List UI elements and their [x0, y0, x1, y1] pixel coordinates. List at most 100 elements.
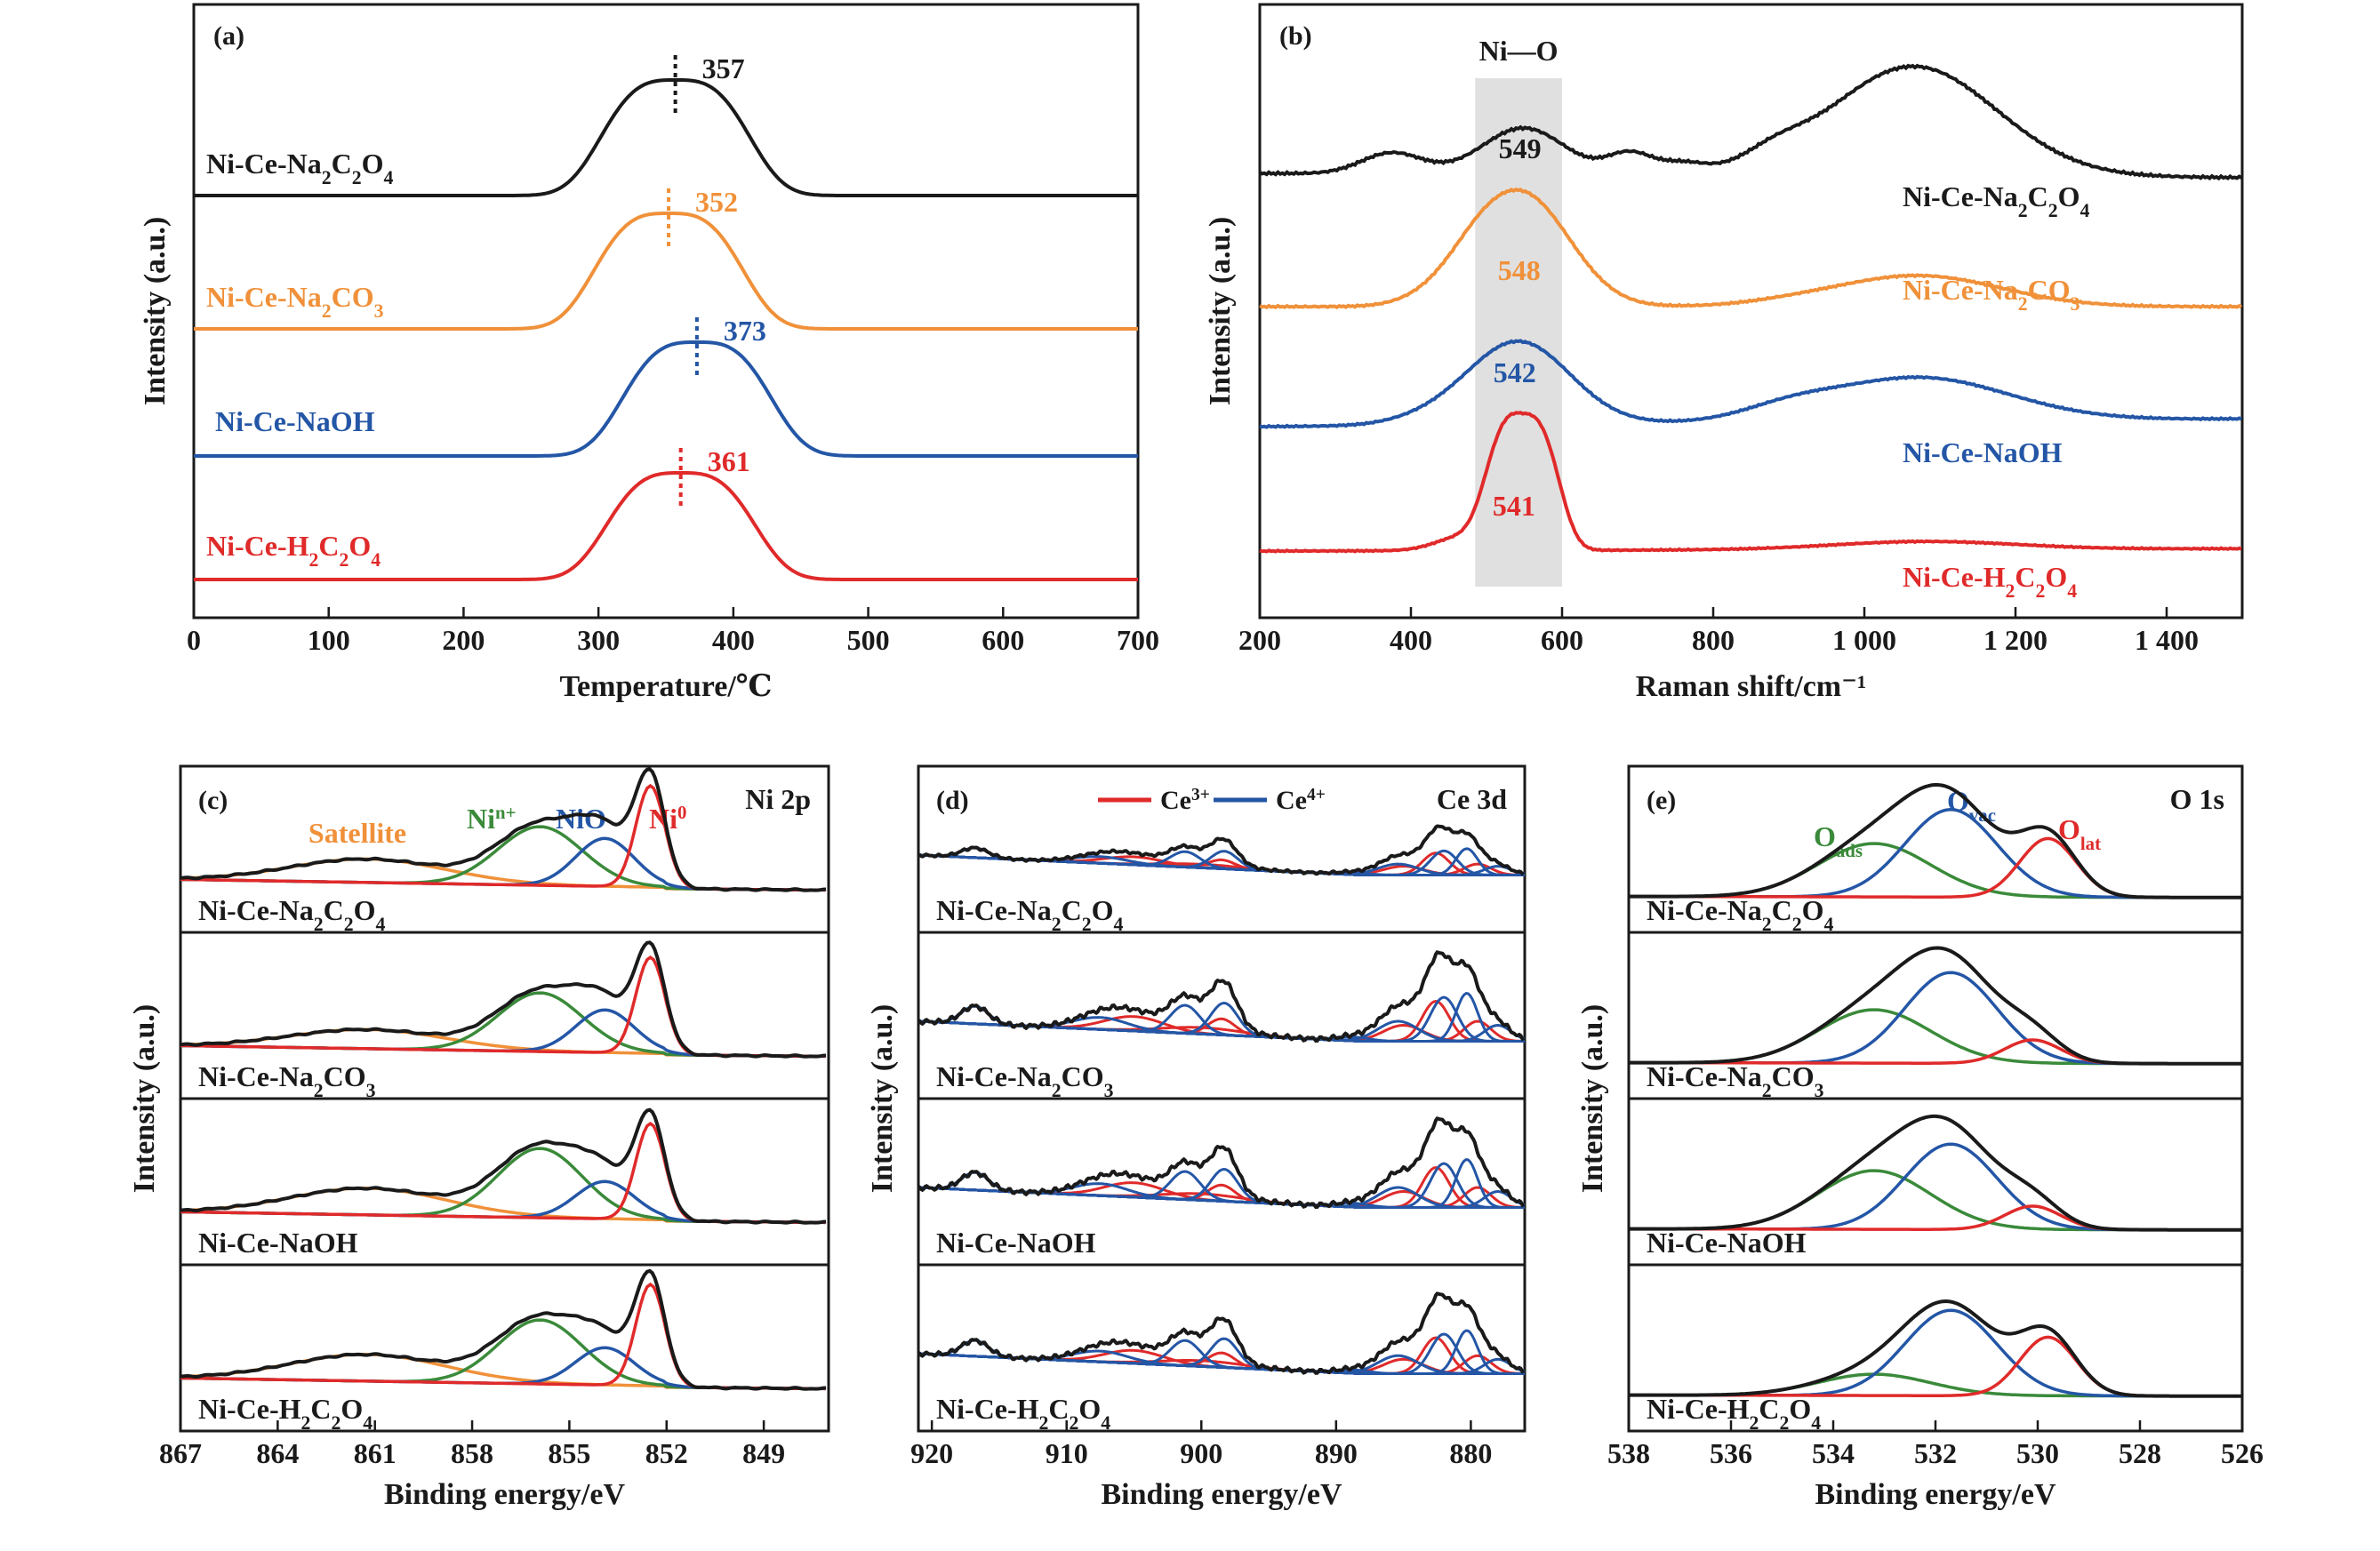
- x-tick-label: 864: [256, 1437, 299, 1469]
- x-tick-label: 910: [1046, 1437, 1088, 1469]
- x-axis-title: Binding energy/eV: [384, 1478, 626, 1511]
- series-line: [1259, 188, 2242, 310]
- series-label: Ni-Ce-H2C2O4: [1903, 561, 2077, 602]
- spectrum-label: Ce 3d: [1437, 783, 1507, 815]
- component-curve: [180, 1282, 826, 1391]
- component-label: Satellite: [309, 817, 406, 849]
- panel-label: (a): [213, 21, 244, 51]
- total-envelope: [1629, 946, 2242, 1066]
- peak-label: 373: [724, 315, 766, 347]
- sample-label: Ni-Ce-Na2CO3: [936, 1060, 1114, 1101]
- component-curve: [1629, 1335, 2242, 1398]
- sample-label: Ni-Ce-Na2C2O4: [936, 894, 1123, 935]
- total-envelope: [917, 1291, 1526, 1375]
- peak-label: 357: [702, 52, 745, 84]
- x-tick-label: 880: [1449, 1437, 1492, 1469]
- series-label: Ni-Ce-Na2CO3: [206, 281, 384, 322]
- x-tick-label: 526: [2221, 1437, 2264, 1469]
- peak-label: 548: [1498, 254, 1541, 286]
- sample-label: Ni-Ce-Na2C2O4: [198, 894, 385, 935]
- series-line: [1259, 411, 2242, 554]
- sample-label: Ni-Ce-Na2CO3: [198, 1060, 376, 1101]
- panel-a: (a) 0 100 200 300 400 500 600 700 Temperature/℃ In…: [139, 3, 1159, 703]
- x-tick-label: 700: [1117, 624, 1159, 656]
- panel-a-frame: [192, 3, 1140, 620]
- x-tick-label: 861: [354, 1437, 397, 1469]
- panel-label: (d): [936, 786, 969, 815]
- x-tick-label: 849: [742, 1437, 785, 1469]
- x-tick-label: 530: [2016, 1437, 2059, 1469]
- component-curve: [1629, 1008, 2242, 1066]
- series-line: [1258, 63, 2243, 181]
- ni-o-band: [1475, 78, 1562, 587]
- sample-label: Ni-Ce-NaOH: [198, 1227, 358, 1259]
- component-curve: [1629, 1169, 2242, 1232]
- sample-label: Ni-Ce-NaOH: [1647, 1227, 1807, 1259]
- legend-label: Ce3+: [1160, 786, 1210, 816]
- x-tick-label: 890: [1315, 1437, 1358, 1469]
- y-axis-title: Intensity (a.u.): [1204, 217, 1237, 406]
- x-tick-label: 867: [159, 1437, 202, 1469]
- x-tick-label: 920: [910, 1437, 953, 1469]
- y-axis-title: Intensity (a.u.): [1576, 1004, 1609, 1194]
- total-envelope: [180, 1268, 827, 1391]
- panel-d: (d) 920 910 900 890 880 Binding energy/eV Inten…: [866, 764, 1527, 1511]
- panel-label: (b): [1279, 21, 1312, 51]
- series-label: Ni-Ce-NaOH: [215, 405, 375, 437]
- total-envelope: [1629, 783, 2242, 899]
- x-tick-label: 852: [645, 1437, 688, 1469]
- panel-label: (e): [1647, 786, 1676, 815]
- series-line: [194, 78, 1138, 197]
- x-tick-label: 1 400: [2135, 624, 2199, 656]
- sample-label: Ni-Ce-H2C2O4: [1647, 1393, 1821, 1434]
- peak-label: 542: [1494, 356, 1536, 388]
- series-line: [1259, 339, 2242, 429]
- series-label: Ni-Ce-H2C2O4: [206, 530, 381, 571]
- component-curve: [180, 1121, 826, 1225]
- legend-label: Ce4+: [1276, 786, 1326, 816]
- y-axis-title: Intensity (a.u.): [128, 1004, 161, 1194]
- panel-b-frame: [1258, 3, 2244, 620]
- panel-e: (e) 538 536 534 532 530 528 526 Binding energy/e…: [1576, 764, 2264, 1511]
- component-label: Nin+: [467, 803, 516, 835]
- peak-label: 541: [1493, 490, 1535, 522]
- x-tick-label: 532: [1914, 1437, 1957, 1469]
- x-tick-label: 534: [1812, 1437, 1855, 1469]
- x-tick-label: 858: [451, 1437, 493, 1469]
- x-tick-label: 300: [577, 624, 620, 656]
- x-tick-label: 1 200: [1983, 624, 2047, 656]
- series-label: Ni-Ce-Na2CO3: [1903, 274, 2080, 315]
- x-axis-title: Binding energy/eV: [1815, 1478, 2056, 1511]
- series-label: Ni-Ce-Na2C2O4: [206, 148, 393, 188]
- x-tick-label: 536: [1710, 1437, 1752, 1469]
- x-tick-label: 400: [712, 624, 755, 656]
- panel-label: (c): [198, 786, 228, 815]
- panel-c: (c) 867 864 861 858 855 852 849 Binding energy/e…: [128, 764, 830, 1511]
- x-tick-label: 200: [442, 624, 485, 656]
- series-line: [194, 340, 1138, 458]
- series-line: [194, 212, 1138, 331]
- component-curve: [1629, 971, 2242, 1066]
- x-tick-label: 528: [2119, 1437, 2161, 1469]
- total-envelope: [917, 1116, 1526, 1210]
- total-envelope: [180, 940, 827, 1059]
- spectrum-label: O 1s: [2170, 783, 2224, 815]
- total-envelope: [1629, 1114, 2242, 1232]
- x-tick-label: 0: [187, 624, 201, 656]
- component-label: NiO: [556, 803, 606, 835]
- y-axis-title: Intensity (a.u.): [866, 1004, 899, 1194]
- x-tick-label: 600: [982, 624, 1024, 656]
- x-tick-label: 1 000: [1832, 624, 1896, 656]
- component-curve: [1629, 842, 2242, 899]
- total-envelope: [180, 1107, 827, 1225]
- sample-label: Ni-Ce-H2C2O4: [198, 1393, 373, 1434]
- x-axis-title: Raman shift/cm⁻¹: [1636, 670, 1867, 703]
- sample-label: Ni-Ce-Na2C2O4: [1647, 894, 1833, 935]
- x-tick-label: 800: [1692, 624, 1735, 656]
- sample-label: Ni-Ce-Na2CO3: [1647, 1060, 1824, 1101]
- component-curve: [1629, 808, 2242, 899]
- x-axis-title: Binding energy/eV: [1101, 1478, 1342, 1511]
- x-tick-label: 538: [1607, 1437, 1650, 1469]
- spectrum-label: Ni 2p: [745, 783, 811, 815]
